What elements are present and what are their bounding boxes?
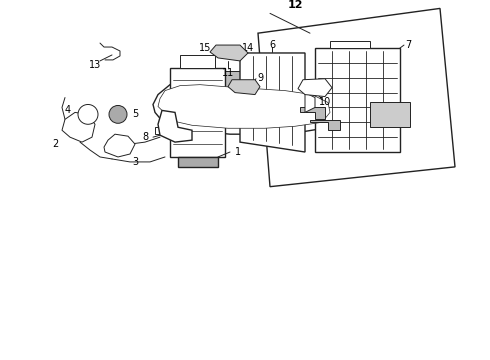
Text: 4: 4 bbox=[65, 105, 71, 116]
Text: 8: 8 bbox=[142, 132, 148, 142]
Polygon shape bbox=[62, 112, 95, 142]
Polygon shape bbox=[370, 103, 410, 127]
Polygon shape bbox=[158, 85, 330, 128]
Polygon shape bbox=[305, 93, 315, 112]
Text: 13: 13 bbox=[89, 60, 101, 70]
Text: 9: 9 bbox=[257, 73, 263, 83]
Text: 14: 14 bbox=[242, 43, 254, 53]
Polygon shape bbox=[158, 111, 192, 142]
Text: 15: 15 bbox=[199, 43, 211, 53]
Polygon shape bbox=[315, 48, 400, 152]
Polygon shape bbox=[153, 83, 340, 134]
Polygon shape bbox=[330, 41, 370, 48]
Polygon shape bbox=[104, 134, 135, 157]
Polygon shape bbox=[170, 68, 225, 157]
Text: 12: 12 bbox=[287, 0, 303, 10]
Text: 6: 6 bbox=[269, 40, 275, 50]
Polygon shape bbox=[210, 45, 248, 61]
Circle shape bbox=[109, 105, 127, 123]
Polygon shape bbox=[228, 80, 260, 95]
Polygon shape bbox=[180, 55, 215, 68]
Text: 10: 10 bbox=[319, 98, 331, 108]
Text: 5: 5 bbox=[132, 109, 138, 120]
Text: 11: 11 bbox=[222, 68, 234, 78]
Polygon shape bbox=[155, 127, 170, 134]
Circle shape bbox=[78, 104, 98, 124]
Text: 2: 2 bbox=[52, 139, 58, 149]
Polygon shape bbox=[178, 157, 218, 167]
Text: 1: 1 bbox=[235, 147, 241, 157]
Polygon shape bbox=[298, 79, 332, 96]
Text: 3: 3 bbox=[132, 157, 138, 167]
Polygon shape bbox=[225, 71, 265, 87]
Polygon shape bbox=[190, 68, 230, 85]
Polygon shape bbox=[300, 107, 325, 119]
Polygon shape bbox=[258, 8, 455, 187]
Polygon shape bbox=[240, 53, 305, 152]
Polygon shape bbox=[310, 120, 340, 130]
Text: 7: 7 bbox=[405, 40, 411, 50]
